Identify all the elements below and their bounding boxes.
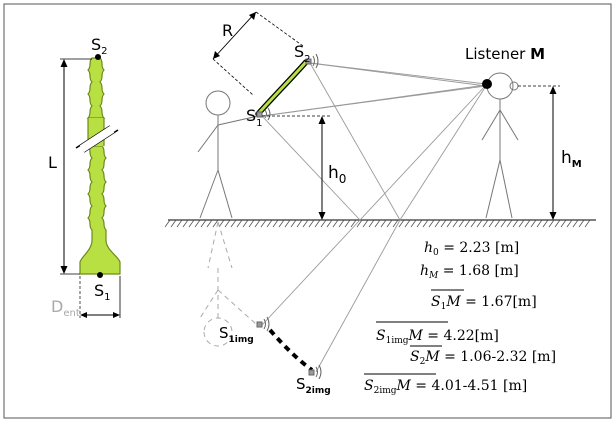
image-person-figure — [199, 221, 257, 347]
source-s2-dot — [95, 54, 101, 60]
source-person-figure — [197, 90, 259, 219]
listener-ear-dot — [482, 79, 492, 89]
diameter-dimension — [79, 276, 121, 318]
h0-label: h0 — [328, 163, 346, 186]
eq-s1m: S1M = 1.67[m] — [431, 294, 537, 312]
eq-h0: h0 = 2.23 [m] — [424, 240, 519, 258]
speaker-s2-icon — [305, 53, 319, 69]
image-tube — [268, 328, 314, 372]
equations-block: h0 = 2.23 [m] hM = 1.68 [m] S1M = 1.67[m… — [364, 240, 556, 396]
radius-dimension — [212, 11, 304, 96]
ground-line — [164, 219, 596, 228]
speaker-s1-icon — [256, 107, 271, 121]
eq-s1imgm: S1imgM = 4.22[m] — [376, 328, 499, 346]
sound-ray-lines — [261, 62, 487, 373]
curved-tube — [256, 60, 308, 116]
corrugated-tube — [75, 54, 121, 278]
source-s2-label: S2 — [294, 42, 311, 65]
source-s1img-label: S1img — [219, 324, 254, 345]
speaker-s2img-icon — [308, 364, 322, 380]
eq-s2m: S2M = 1.06-2.32 [m] — [410, 349, 556, 367]
tube-length-label: L — [48, 153, 57, 172]
figure-frame — [3, 3, 612, 419]
eq-s2imgm: S2imgM = 4.01-4.51 [m] — [364, 378, 527, 396]
eq-hm: hM = 1.68 [m] — [420, 263, 519, 281]
speaker-s1img-icon — [256, 316, 270, 332]
hm-label: hM — [561, 148, 582, 170]
h0-dimension — [262, 115, 330, 220]
radius-label: R — [222, 21, 233, 40]
length-dimension — [60, 58, 92, 275]
source-s2img-label: S2img — [296, 375, 331, 396]
source-s1-dot — [97, 272, 103, 278]
listener-figure — [481, 72, 519, 219]
listener-label: Listener M — [465, 45, 545, 63]
tube-s1-label: S1 — [94, 281, 111, 303]
source-s1-label: S1 — [246, 106, 263, 129]
hm-dimension — [518, 85, 560, 220]
tube-diameter-label: Dent — [51, 297, 80, 319]
tube-s2-label: S2 — [91, 35, 108, 57]
